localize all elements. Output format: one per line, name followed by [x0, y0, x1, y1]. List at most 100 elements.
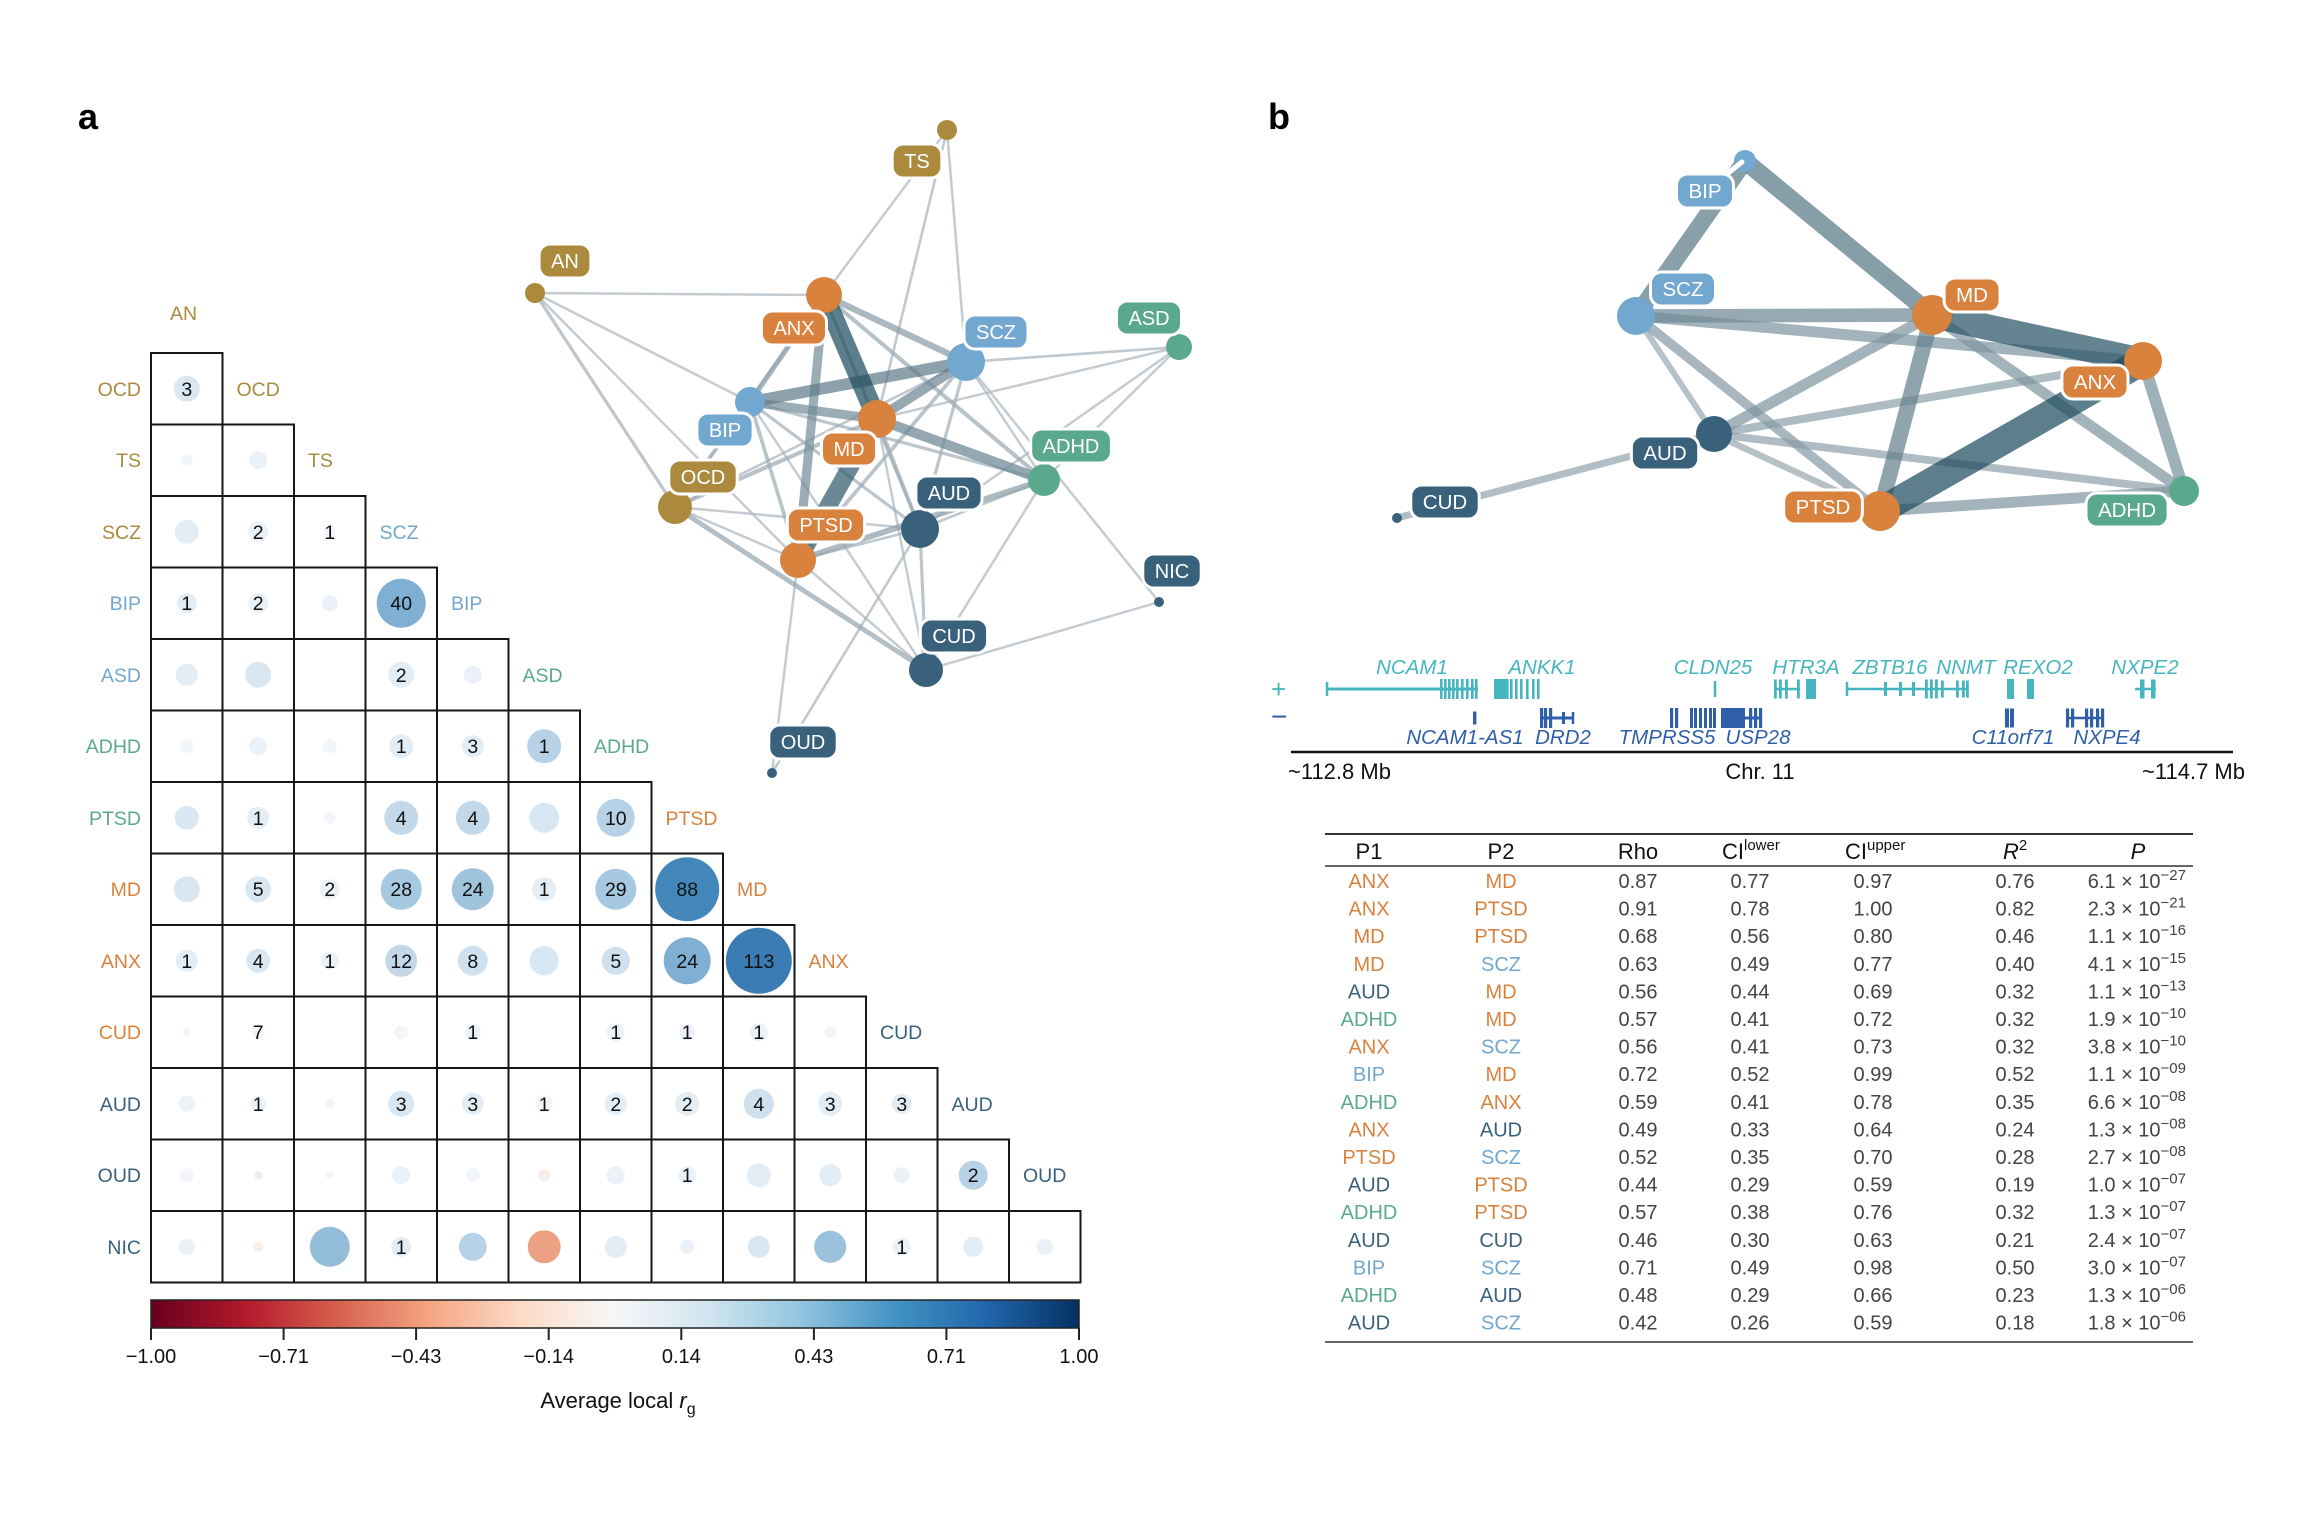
- svg-text:SCZ: SCZ: [1481, 1037, 1521, 1059]
- svg-text:MD: MD: [111, 879, 141, 901]
- svg-text:0.66: 0.66: [1854, 1285, 1893, 1307]
- svg-text:TMPRSS5: TMPRSS5: [1619, 726, 1716, 749]
- svg-text:0.70: 0.70: [1854, 1147, 1893, 1169]
- svg-text:1: 1: [610, 1022, 621, 1044]
- svg-text:MD: MD: [1485, 1009, 1516, 1031]
- svg-text:AUD: AUD: [1480, 1119, 1522, 1141]
- svg-text:SCZ: SCZ: [1663, 278, 1704, 301]
- svg-text:1: 1: [181, 593, 192, 615]
- svg-text:~114.7 Mb: ~114.7 Mb: [2142, 759, 2245, 784]
- svg-text:3.0 × 10−07: 3.0 × 10−07: [2088, 1253, 2186, 1279]
- svg-text:2: 2: [324, 879, 335, 901]
- svg-text:1: 1: [539, 736, 550, 758]
- svg-text:AN: AN: [551, 251, 579, 273]
- svg-text:0.98: 0.98: [1854, 1257, 1893, 1279]
- svg-text:0.32: 0.32: [1996, 1037, 2035, 1059]
- svg-text:MD: MD: [1485, 981, 1516, 1003]
- svg-text:4: 4: [467, 808, 478, 830]
- svg-text:0.46: 0.46: [1996, 926, 2035, 948]
- svg-text:0.63: 0.63: [1854, 1230, 1893, 1252]
- svg-text:0.78: 0.78: [1854, 1092, 1893, 1114]
- svg-text:P1: P1: [1356, 839, 1383, 864]
- svg-text:0.32: 0.32: [1996, 1009, 2035, 1031]
- svg-text:0.52: 0.52: [1731, 1064, 1770, 1086]
- svg-text:0.64: 0.64: [1854, 1119, 1893, 1141]
- svg-text:ADHD: ADHD: [1341, 1285, 1398, 1307]
- svg-text:0.97: 0.97: [1854, 871, 1893, 893]
- svg-text:0.19: 0.19: [1996, 1175, 2035, 1197]
- svg-text:NXPE4: NXPE4: [2073, 726, 2140, 749]
- svg-text:0.87: 0.87: [1619, 871, 1658, 893]
- svg-text:3: 3: [396, 1094, 407, 1116]
- svg-text:0.44: 0.44: [1619, 1175, 1658, 1197]
- svg-text:0.35: 0.35: [1996, 1092, 2035, 1114]
- svg-text:0.21: 0.21: [1996, 1230, 2035, 1252]
- svg-text:4: 4: [253, 951, 264, 973]
- svg-text:BIP: BIP: [110, 593, 141, 615]
- svg-text:0.52: 0.52: [1996, 1064, 2035, 1086]
- svg-text:2: 2: [253, 522, 264, 544]
- svg-text:0.28: 0.28: [1996, 1147, 2035, 1169]
- svg-text:PTSD: PTSD: [1474, 1202, 1527, 1224]
- svg-text:0.44: 0.44: [1731, 981, 1770, 1003]
- svg-text:0.78: 0.78: [1731, 899, 1770, 921]
- svg-text:BIP: BIP: [1353, 1064, 1385, 1086]
- svg-text:0.82: 0.82: [1996, 899, 2035, 921]
- svg-text:AUD: AUD: [1348, 1175, 1390, 1197]
- svg-text:ANX: ANX: [2074, 371, 2116, 394]
- svg-text:NCAM1-AS1: NCAM1-AS1: [1406, 726, 1523, 749]
- svg-text:0.59: 0.59: [1619, 1092, 1658, 1114]
- svg-text:AUD: AUD: [1348, 981, 1390, 1003]
- svg-text:28: 28: [390, 879, 412, 901]
- svg-text:MD: MD: [737, 879, 767, 901]
- svg-text:MD: MD: [1485, 871, 1516, 893]
- svg-text:8: 8: [467, 951, 478, 973]
- svg-text:HTR3A: HTR3A: [1772, 656, 1839, 679]
- svg-text:C11orf71: C11orf71: [1972, 726, 2055, 749]
- svg-text:2: 2: [253, 593, 264, 615]
- svg-text:AUD: AUD: [1480, 1285, 1522, 1307]
- svg-text:OCD: OCD: [98, 379, 141, 401]
- svg-text:29: 29: [605, 879, 627, 901]
- svg-text:OUD: OUD: [781, 732, 825, 754]
- svg-text:BIP: BIP: [1688, 180, 1721, 203]
- svg-text:AUD: AUD: [952, 1094, 993, 1116]
- svg-text:1: 1: [539, 879, 550, 901]
- svg-text:ANX: ANX: [809, 951, 849, 973]
- svg-text:AUD: AUD: [100, 1094, 141, 1116]
- svg-text:1.00: 1.00: [1854, 899, 1893, 921]
- svg-text:ANX: ANX: [1348, 1119, 1389, 1141]
- svg-text:TS: TS: [904, 151, 930, 173]
- svg-text:CUD: CUD: [1423, 491, 1467, 514]
- svg-text:0.46: 0.46: [1619, 1230, 1658, 1252]
- svg-text:7: 7: [253, 1022, 264, 1044]
- svg-text:1: 1: [896, 1237, 907, 1259]
- svg-text:ADHD: ADHD: [2098, 499, 2156, 522]
- svg-text:NNMT: NNMT: [1936, 656, 1997, 679]
- svg-text:SCZ: SCZ: [380, 522, 419, 544]
- svg-text:SCZ: SCZ: [1481, 1313, 1521, 1335]
- svg-text:0.99: 0.99: [1854, 1064, 1893, 1086]
- svg-text:1: 1: [753, 1022, 764, 1044]
- svg-text:−: −: [1271, 701, 1287, 732]
- svg-text:1: 1: [396, 736, 407, 758]
- svg-text:0.63: 0.63: [1619, 954, 1658, 976]
- svg-text:−0.14: −0.14: [523, 1346, 574, 1368]
- svg-text:0.32: 0.32: [1996, 1202, 2035, 1224]
- svg-text:0.71: 0.71: [927, 1346, 966, 1368]
- svg-text:0.41: 0.41: [1731, 1037, 1770, 1059]
- svg-text:0.40: 0.40: [1996, 954, 2035, 976]
- svg-text:PTSD: PTSD: [1342, 1147, 1395, 1169]
- svg-text:MD: MD: [1353, 926, 1384, 948]
- svg-text:1.3 × 10−06: 1.3 × 10−06: [2088, 1281, 2186, 1307]
- svg-text:0.59: 0.59: [1854, 1313, 1893, 1335]
- svg-text:−1.00: −1.00: [126, 1346, 177, 1368]
- svg-text:SCZ: SCZ: [976, 322, 1016, 344]
- svg-text:12: 12: [390, 951, 412, 973]
- svg-text:REXO2: REXO2: [2003, 656, 2073, 679]
- svg-text:NXPE2: NXPE2: [2111, 656, 2179, 679]
- svg-text:SCZ: SCZ: [102, 522, 141, 544]
- svg-text:0.80: 0.80: [1854, 926, 1893, 948]
- svg-text:OUD: OUD: [1023, 1165, 1066, 1187]
- svg-text:0.35: 0.35: [1731, 1147, 1770, 1169]
